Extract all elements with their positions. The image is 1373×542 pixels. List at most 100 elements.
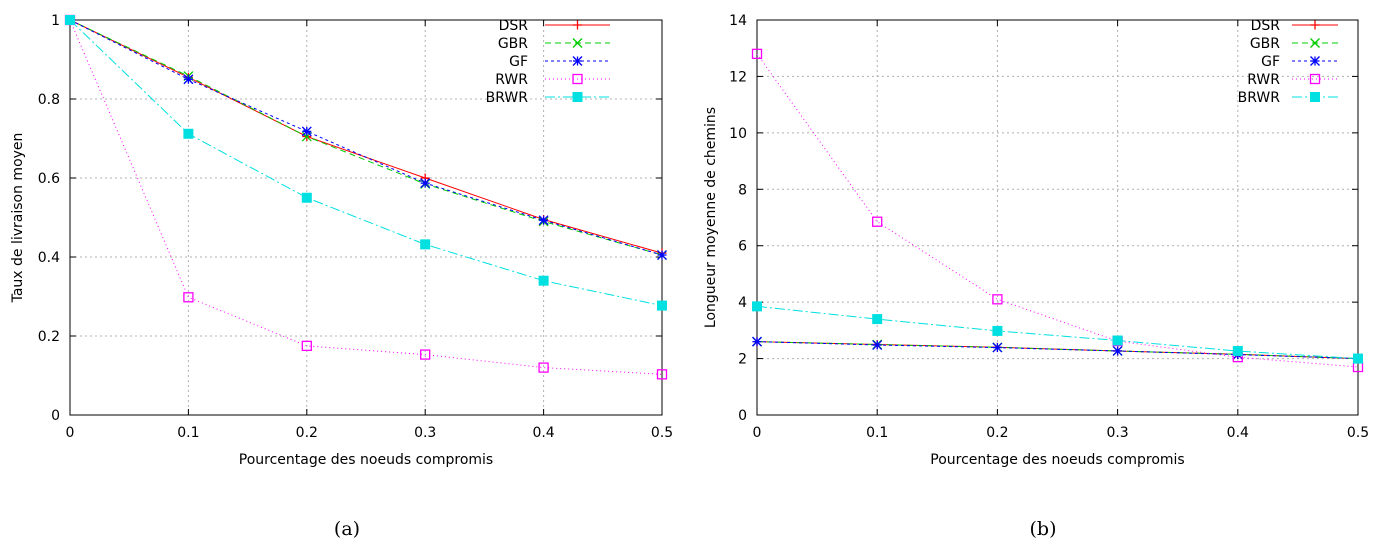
chart-b: 0 0.1 0.2 0.3 0.4 0.5 0 2 4 6 8 10 12 14 Pourcentage d… <box>703 13 1369 540</box>
y-tick-label: 0.4 <box>38 250 60 266</box>
data-point <box>872 340 883 350</box>
x-tick-label: 0.4 <box>1227 425 1249 441</box>
legend-label: BRWR <box>486 90 529 106</box>
data-point <box>183 74 194 85</box>
legend-label: DSR <box>1251 18 1281 34</box>
x-tick-label: 0.4 <box>532 425 554 441</box>
series-gf <box>65 15 667 260</box>
legend-item: GBR <box>1250 36 1338 52</box>
legend-marker <box>1310 38 1320 48</box>
legend-marker <box>572 92 583 102</box>
data-point <box>183 128 194 139</box>
y-tick-label: 12 <box>729 69 747 85</box>
x-tick-label: 0 <box>753 425 762 441</box>
data-point <box>538 362 549 373</box>
y-tick-label: 4 <box>738 295 747 311</box>
data-point <box>872 216 883 227</box>
data-point <box>1353 353 1363 364</box>
data-point <box>657 250 667 260</box>
series-line <box>756 305 1359 360</box>
legend-marker <box>1309 73 1321 85</box>
series-brwr <box>65 15 667 311</box>
chart-caption: (a) <box>334 518 360 540</box>
series-line <box>69 19 663 307</box>
data-point <box>538 215 549 226</box>
data-point <box>420 178 431 189</box>
x-tick-label: 0.1 <box>177 425 199 441</box>
y-tick-label: 0.2 <box>38 329 60 345</box>
y-tick-label: 0.8 <box>38 92 60 108</box>
legend-item: BRWR <box>1238 90 1338 106</box>
legend: DSR GBR GF RWR BRWR <box>1238 18 1338 106</box>
series-gf <box>752 336 1363 364</box>
x-axis-label: Pourcentage des noeuds compromis <box>239 452 493 468</box>
y-axis-label: Taux de livraison moyen <box>10 133 26 304</box>
x-axis-label: Pourcentage des noeuds compromis <box>930 452 1184 468</box>
legend-item: GBR <box>498 36 610 52</box>
data-point <box>183 292 194 303</box>
legend-marker <box>572 56 583 66</box>
legend-label: RWR <box>1247 72 1280 88</box>
data-point <box>992 342 1003 353</box>
y-tick-label: 0 <box>51 408 60 424</box>
data-point <box>301 126 312 137</box>
series-gbr <box>65 15 667 260</box>
y-axis-label: Longueur moyenne de chemins <box>703 107 719 328</box>
series-brwr <box>752 301 1363 364</box>
data-point <box>872 314 883 325</box>
y-tick-label: 1 <box>51 13 60 29</box>
legend-marker <box>1310 20 1320 30</box>
legend-label: GF <box>1261 54 1280 70</box>
legend-item: BRWR <box>486 90 610 106</box>
series-line <box>69 19 663 256</box>
legend-marker <box>572 38 583 48</box>
series-line <box>756 341 1359 360</box>
chart-caption: (b) <box>1030 518 1057 540</box>
x-tick-label: 0.5 <box>1347 425 1369 441</box>
data-point <box>751 48 763 60</box>
data-point <box>656 369 668 380</box>
y-tick-label: 6 <box>738 239 747 255</box>
x-tick-label: 0.3 <box>1106 425 1128 441</box>
plot-frame <box>756 19 1359 416</box>
x-tick-label: 0 <box>66 425 75 441</box>
data-point <box>420 239 431 250</box>
y-tick-label: 0.6 <box>38 171 60 187</box>
legend-item: DSR <box>499 18 610 34</box>
legend: DSR GBR GF RWR BRWR <box>486 18 610 106</box>
legend-marker <box>572 73 583 85</box>
x-tick-label: 0.3 <box>414 425 436 441</box>
grid <box>70 20 662 415</box>
y-tick-label: 14 <box>729 13 747 29</box>
y-tick-label: 0 <box>738 408 747 424</box>
plot-frame <box>69 19 663 416</box>
legend-item: GF <box>509 54 610 70</box>
data-point <box>420 349 431 360</box>
legend-label: GBR <box>1250 36 1280 52</box>
data-point <box>657 300 667 311</box>
legend-item: RWR <box>1247 72 1338 88</box>
series-line <box>69 19 663 256</box>
series-line <box>69 19 663 375</box>
x-tick-label: 0.1 <box>866 425 888 441</box>
data-point <box>1232 345 1243 356</box>
x-tick-label: 0.5 <box>651 425 673 441</box>
series-line <box>756 53 1359 368</box>
legend-label: DSR <box>499 18 529 34</box>
x-tick-label: 0.2 <box>296 425 318 441</box>
data-point <box>301 340 312 352</box>
chart-a: 0 0.1 0.2 0.3 0.4 0.5 0 0.2 0.4 0.6 0.8 1 Pourcentag… <box>10 13 673 540</box>
y-tick-label: 8 <box>738 182 747 198</box>
series-line <box>69 19 663 254</box>
data-point <box>992 325 1003 336</box>
data-point <box>538 275 549 286</box>
data-point <box>752 301 762 312</box>
x-tick-label: 0.2 <box>986 425 1008 441</box>
legend-marker <box>573 20 582 30</box>
data-point <box>992 294 1003 305</box>
legend-label: BRWR <box>1238 90 1281 106</box>
data-point <box>1112 335 1123 346</box>
y-tick-label: 2 <box>738 352 747 368</box>
series-dsr <box>752 337 1363 364</box>
